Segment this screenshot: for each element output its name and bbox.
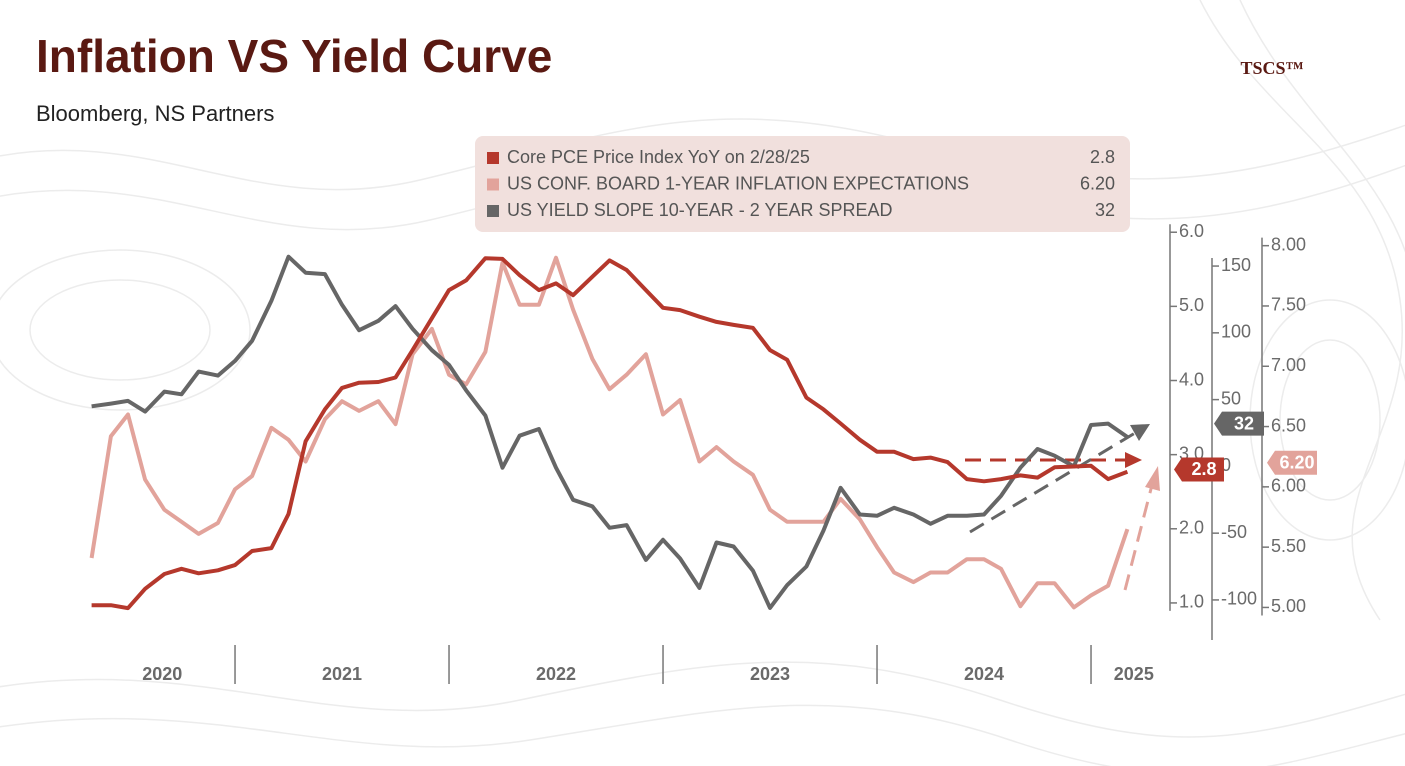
y-tick-label: -100 [1221, 589, 1257, 609]
value-tag-label: 32 [1234, 413, 1254, 433]
y-tick-label: 5.0 [1179, 295, 1204, 315]
x-tick-label: 2021 [322, 664, 362, 684]
legend-value: 6.20 [1080, 173, 1115, 193]
legend-box [475, 136, 1130, 232]
y-tick-label: 8.00 [1271, 234, 1306, 254]
arrow-head [1130, 424, 1150, 441]
y-tick-label: 4.0 [1179, 369, 1204, 389]
y-tick-label: 6.0 [1179, 221, 1204, 241]
trend-arrows [965, 431, 1154, 591]
series-line [91, 254, 1129, 610]
value-tag [1267, 450, 1317, 475]
arrow-head [1145, 466, 1160, 491]
y-tick-label: -50 [1221, 522, 1247, 542]
y-tick-label: 150 [1221, 255, 1251, 275]
x-tick-label: 2025 [1114, 664, 1154, 684]
legend-label: US YIELD SLOPE 10-YEAR - 2 YEAR SPREAD [507, 200, 893, 220]
y-tick-label: 5.50 [1271, 536, 1306, 556]
arrow-head [1125, 452, 1142, 468]
x-tick-label: 2024 [964, 664, 1004, 684]
value-tag [1214, 411, 1264, 436]
legend-value: 2.8 [1090, 147, 1115, 167]
x-tick-label: 2023 [750, 664, 790, 684]
legend-swatch [487, 205, 499, 217]
legend-label: Core PCE Price Index YoY on 2/28/25 [507, 147, 810, 167]
y-tick-label: 100 [1221, 322, 1251, 342]
legend-swatch [487, 178, 499, 191]
value-tag [1174, 457, 1224, 482]
value-tag-label: 2.8 [1191, 459, 1216, 479]
logo: TSCS™ [1240, 58, 1303, 78]
x-tick-label: 2022 [536, 664, 576, 684]
value-tag-label: 6.20 [1279, 452, 1314, 472]
title: Inflation VS Yield Curve [36, 30, 552, 82]
series-line [89, 255, 1130, 610]
y-tick-label: 6.50 [1271, 415, 1306, 435]
legend-swatch [487, 152, 499, 164]
y-tick-label: 7.50 [1271, 295, 1306, 315]
legend-label: US CONF. BOARD 1-YEAR INFLATION EXPECTAT… [507, 173, 969, 193]
subtitle: Bloomberg, NS Partners [36, 101, 274, 126]
y-tick-label: 6.00 [1271, 476, 1306, 496]
y-tick-label: 5.00 [1271, 596, 1306, 616]
legend-value: 32 [1095, 200, 1115, 220]
y-tick-label: 7.00 [1271, 355, 1306, 375]
y-tick-label: 1.0 [1179, 592, 1204, 612]
y-tick-label: 2.0 [1179, 518, 1204, 538]
y-tick-label: 50 [1221, 388, 1241, 408]
series-line [91, 256, 1129, 611]
y-tick-label: 0 [1221, 455, 1231, 475]
x-tick-label: 2020 [142, 664, 182, 684]
